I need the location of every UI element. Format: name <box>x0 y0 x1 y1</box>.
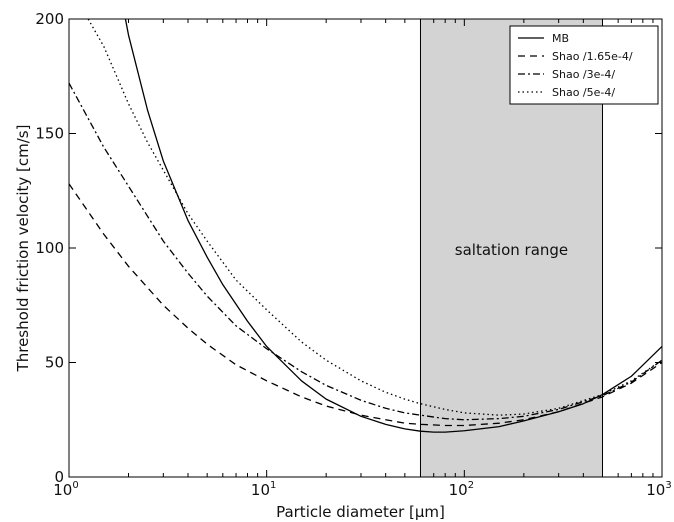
x-tick-label: 100 <box>53 480 78 499</box>
saltation-range-label: saltation range <box>455 241 568 259</box>
series-line-3 <box>68 82 663 421</box>
legend-label: Shao /5e-4/ <box>552 86 615 99</box>
y-tick-label: 50 <box>45 354 64 372</box>
y-axis-label: Threshold friction velocity [cm/s] <box>14 125 32 373</box>
legend-label: Shao /3e-4/ <box>552 68 615 81</box>
y-tick-label: 150 <box>35 125 64 143</box>
x-axis-label: Particle diameter [µm] <box>276 503 445 521</box>
tick-layer: 100 101 102 103 0 50 100 150 200 <box>35 10 671 499</box>
legend-label: Shao /1.65e-4/ <box>552 50 633 63</box>
legend-label: MB <box>552 32 569 45</box>
series-line-2 <box>68 183 663 427</box>
series-line-4 <box>87 18 663 416</box>
legend: MB Shao /1.65e-4/Shao /3e-4/Shao /5e-4/ <box>509 25 659 105</box>
legend-box <box>509 25 659 105</box>
y-tick-label: 100 <box>35 239 64 257</box>
x-tick-label: 101 <box>251 480 276 499</box>
y-tick-label: 200 <box>35 10 64 28</box>
series-layer <box>68 18 663 433</box>
x-tick-label: 103 <box>646 480 671 499</box>
y-tick-label: 0 <box>54 468 64 486</box>
x-tick-label: 102 <box>449 480 474 499</box>
